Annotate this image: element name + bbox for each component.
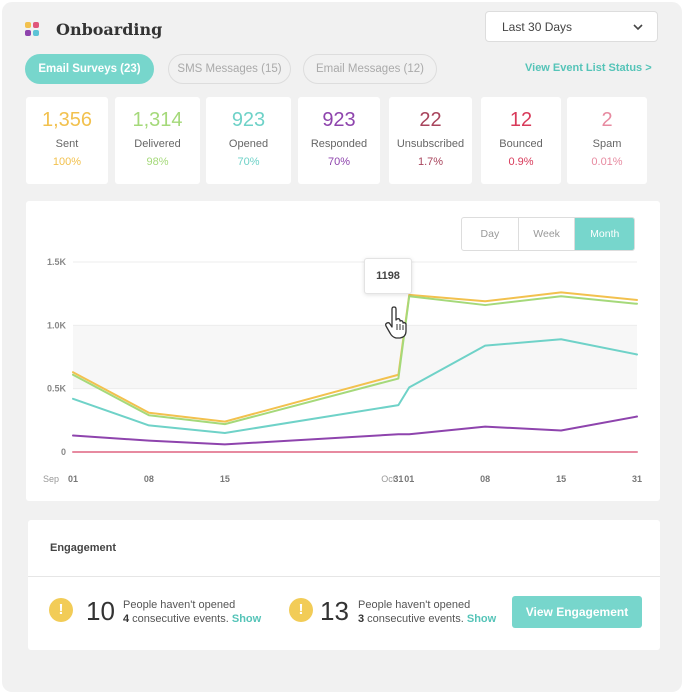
engagement-line1: People haven't opened (123, 599, 236, 611)
engagement-panel (28, 520, 660, 650)
y-tick-label: 0 (61, 447, 66, 457)
range-day-button[interactable]: Day (462, 218, 519, 250)
stat-label: Bounced (499, 138, 543, 150)
page-title: Onboarding (56, 20, 163, 39)
time-range-toggle: Day Week Month (461, 217, 635, 251)
stat-card-unsubscribed: 22 Unsubscribed 1.7% (389, 97, 472, 184)
x-month-label: Oct (381, 474, 396, 484)
stat-card-bounced: 12 Bounced 0.9% (481, 97, 561, 184)
x-tick-label: 31 (393, 474, 403, 484)
brand-logo-icon (25, 22, 40, 37)
engagement-text: People haven't opened 3 consecutive even… (358, 598, 496, 626)
stat-percent: 100% (52, 156, 82, 168)
stat-label: Sent (55, 138, 79, 150)
divider (28, 576, 660, 577)
stat-value: 1,356 (41, 109, 93, 131)
stat-value: 923 (322, 109, 356, 131)
engagement-line1: People haven't opened (358, 599, 471, 611)
stat-label: Unsubscribed (396, 138, 465, 150)
range-week-button[interactable]: Week (519, 218, 576, 250)
stat-card-spam: 2 Spam 0.01% (567, 97, 647, 184)
y-tick-label: 1.5K (47, 257, 67, 267)
y-tick-label: 1.0K (47, 320, 67, 330)
stat-card-sent: 1,356 Sent 100% (26, 97, 108, 184)
show-link[interactable]: Show (231, 613, 262, 625)
view-event-list-link[interactable]: View Event List Status > (525, 62, 652, 74)
warning-icon: ! (289, 598, 313, 622)
date-range-select[interactable]: Last 30 Days (485, 11, 658, 42)
stat-label: Responded (310, 138, 368, 150)
x-tick-label: 15 (220, 474, 230, 484)
engagement-text: People haven't opened 4 consecutive even… (123, 598, 261, 626)
x-tick-label: 01 (68, 474, 78, 484)
tab-email-surveys[interactable]: Email Surveys (23) (25, 54, 154, 84)
x-month-label: Sep (43, 474, 59, 484)
show-link[interactable]: Show (466, 613, 497, 625)
stat-percent: 0.01% (591, 156, 623, 168)
stat-label: Spam (592, 138, 622, 150)
stat-percent: 0.9% (508, 156, 534, 168)
stat-value: 2 (601, 109, 613, 131)
x-tick-label: 15 (556, 474, 566, 484)
stat-value: 22 (419, 109, 442, 131)
x-tick-label: 08 (480, 474, 490, 484)
chart-band (73, 325, 637, 389)
stat-percent: 70% (237, 156, 260, 168)
stat-value: 12 (509, 109, 533, 131)
stat-card-delivered: 1,314 Delivered 98% (115, 97, 200, 184)
hand-cursor-icon (385, 306, 407, 339)
series-line (72, 338, 638, 434)
engagement-line2: consecutive events. (129, 613, 229, 625)
x-tick-label: 08 (144, 474, 154, 484)
view-engagement-button[interactable]: View Engagement (512, 596, 642, 628)
engagement-line2: consecutive events. (364, 613, 464, 625)
stat-label: Delivered (134, 138, 181, 150)
x-tick-label: 31 (632, 474, 642, 484)
warning-icon: ! (49, 598, 73, 622)
series-line (72, 415, 638, 446)
tab-email-messages[interactable]: Email Messages (12) (303, 54, 437, 84)
stat-percent: 98% (146, 156, 169, 168)
stat-card-responded: 923 Responded 70% (298, 97, 380, 184)
unopened-count: 10 (86, 596, 115, 626)
stat-card-opened: 923 Opened 70% (206, 97, 291, 184)
stat-value: 1,314 (132, 109, 183, 131)
stat-value: 923 (231, 109, 266, 131)
y-tick-label: 0.5K (47, 384, 67, 394)
chevron-down-icon (633, 24, 643, 31)
range-month-button[interactable]: Month (575, 218, 634, 250)
event-count: 3 (358, 613, 365, 625)
series-line (72, 295, 638, 426)
x-tick-label: 01 (404, 474, 414, 484)
stat-label: Opened (228, 138, 269, 150)
stat-percent: 1.7% (417, 156, 444, 168)
stat-percent: 70% (327, 156, 351, 168)
engagement-title: Engagement (50, 542, 117, 554)
event-count: 4 (123, 613, 130, 625)
chart-tooltip: 1198 (364, 258, 412, 294)
unopened-count: 13 (320, 596, 349, 626)
chart-band (73, 388, 637, 452)
tab-sms-messages[interactable]: SMS Messages (15) (168, 54, 291, 84)
date-range-value: Last 30 Days (502, 20, 573, 34)
